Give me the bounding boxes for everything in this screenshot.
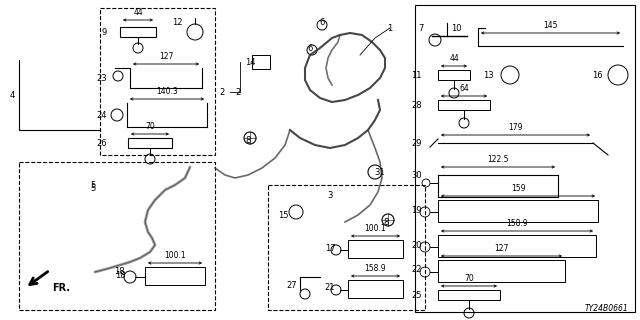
Text: TY24B0661: TY24B0661	[584, 304, 628, 313]
Text: 30: 30	[412, 171, 422, 180]
Text: 70: 70	[145, 122, 155, 131]
Bar	[438, 100, 490, 110]
Bar	[415, 5, 635, 312]
Text: 31: 31	[374, 167, 385, 177]
Bar	[438, 260, 565, 282]
Bar	[128, 138, 172, 148]
Text: 179: 179	[508, 123, 523, 132]
Text: 13: 13	[483, 70, 494, 79]
Text: 159: 159	[511, 184, 525, 193]
Bar	[252, 55, 270, 69]
Bar	[100, 8, 215, 155]
Text: 21: 21	[324, 284, 335, 292]
Text: 24: 24	[97, 110, 107, 119]
Text: 25: 25	[412, 291, 422, 300]
Text: 2: 2	[236, 87, 241, 97]
Text: 19: 19	[412, 205, 422, 214]
Text: 20: 20	[412, 241, 422, 250]
Bar	[438, 70, 470, 80]
Text: 127: 127	[159, 52, 173, 61]
Text: 2: 2	[220, 87, 225, 97]
Bar	[438, 235, 596, 257]
Text: 5: 5	[90, 180, 95, 189]
Text: 15: 15	[278, 211, 288, 220]
Text: 100.1: 100.1	[164, 251, 186, 260]
Bar	[438, 290, 500, 300]
Text: 44: 44	[449, 54, 459, 63]
Text: FR.: FR.	[52, 283, 70, 293]
Text: 8: 8	[245, 135, 251, 145]
Text: 158.9: 158.9	[365, 264, 387, 273]
Text: 27: 27	[287, 281, 298, 290]
Text: 17: 17	[324, 244, 335, 252]
Text: 26: 26	[97, 139, 107, 148]
Text: 9: 9	[102, 28, 107, 36]
Text: 29: 29	[412, 139, 422, 148]
Text: 100.1: 100.1	[365, 224, 387, 233]
Text: 16: 16	[593, 70, 603, 79]
Text: 4: 4	[10, 91, 15, 100]
Bar	[19, 162, 215, 310]
Bar	[348, 280, 403, 298]
Text: 18: 18	[115, 268, 125, 276]
Text: 64: 64	[459, 84, 469, 93]
Bar	[145, 267, 205, 285]
Text: 122.5: 122.5	[487, 155, 509, 164]
Text: 5: 5	[90, 183, 95, 193]
Bar	[120, 27, 156, 37]
Text: 6: 6	[319, 18, 324, 27]
Text: 11: 11	[412, 70, 422, 79]
Text: 44: 44	[133, 8, 143, 17]
Text: 7: 7	[419, 23, 424, 33]
Text: 12: 12	[173, 18, 183, 27]
Text: 3: 3	[327, 190, 333, 199]
Bar	[348, 240, 403, 258]
Text: 70: 70	[464, 274, 474, 283]
Text: 145: 145	[543, 21, 557, 30]
Text: 1: 1	[387, 23, 392, 33]
Text: 28: 28	[412, 100, 422, 109]
Text: 22: 22	[412, 266, 422, 275]
Text: 14: 14	[244, 58, 255, 67]
Text: 6: 6	[307, 44, 313, 52]
Text: 158.9: 158.9	[506, 219, 528, 228]
Text: 8: 8	[383, 218, 388, 227]
Text: 127: 127	[494, 244, 509, 253]
Text: 23: 23	[97, 74, 107, 83]
Text: 18: 18	[115, 270, 125, 279]
Text: 140.3: 140.3	[156, 87, 178, 96]
Bar	[438, 200, 598, 222]
Text: 10: 10	[451, 23, 462, 33]
Bar	[268, 185, 425, 310]
